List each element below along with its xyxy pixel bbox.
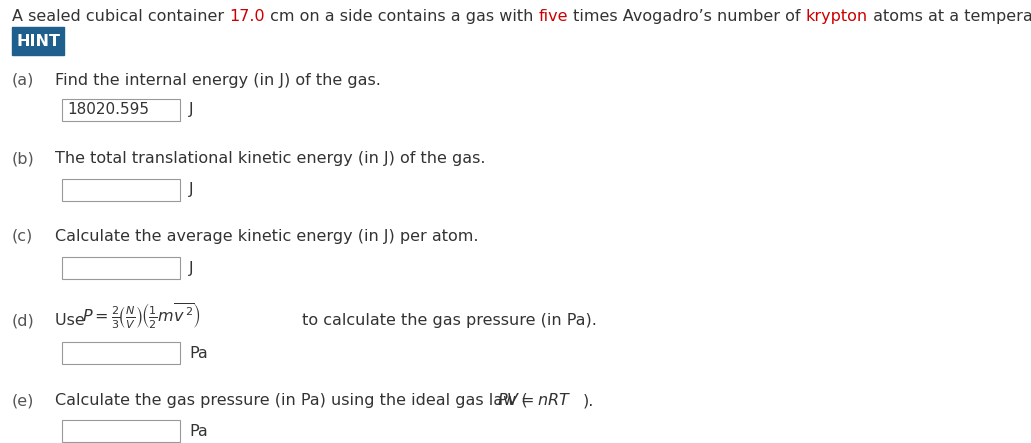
- FancyBboxPatch shape: [62, 420, 180, 442]
- Text: five: five: [538, 9, 568, 24]
- Text: HINT: HINT: [16, 34, 60, 48]
- Text: Find the internal energy (in J) of the gas.: Find the internal energy (in J) of the g…: [55, 73, 380, 88]
- Text: The total translational kinetic energy (in J) of the gas.: The total translational kinetic energy (…: [55, 151, 486, 166]
- FancyBboxPatch shape: [62, 99, 180, 121]
- Text: times Avogadro’s number of: times Avogadro’s number of: [568, 9, 805, 24]
- Text: to calculate the gas pressure (in Pa).: to calculate the gas pressure (in Pa).: [297, 313, 597, 328]
- FancyBboxPatch shape: [62, 257, 180, 279]
- Text: Calculate the gas pressure (in Pa) using the ideal gas law (: Calculate the gas pressure (in Pa) using…: [55, 393, 528, 408]
- Text: 17.0: 17.0: [229, 9, 265, 24]
- Text: $P = \frac{2}{3}\!\left(\frac{N}{V}\right)\!\left(\frac{1}{2}m\overline{v^{\,2}}: $P = \frac{2}{3}\!\left(\frac{N}{V}\righ…: [82, 302, 201, 331]
- Text: Pa: Pa: [189, 424, 208, 439]
- Text: (e): (e): [12, 393, 34, 408]
- Text: (b): (b): [12, 151, 35, 166]
- Text: J: J: [189, 102, 194, 117]
- Text: Use: Use: [55, 313, 90, 328]
- Text: Pa: Pa: [189, 346, 208, 361]
- FancyBboxPatch shape: [62, 179, 180, 201]
- Text: atoms at a temperature of: atoms at a temperature of: [868, 9, 1031, 24]
- Text: J: J: [189, 183, 194, 198]
- Text: (a): (a): [12, 73, 34, 88]
- Text: 18020.595: 18020.595: [67, 102, 149, 117]
- Text: J: J: [189, 260, 194, 276]
- Text: krypton: krypton: [805, 9, 868, 24]
- FancyBboxPatch shape: [12, 27, 64, 55]
- Text: cm on a side contains a gas with: cm on a side contains a gas with: [265, 9, 538, 24]
- Text: (d): (d): [12, 313, 35, 328]
- Text: A sealed cubical container: A sealed cubical container: [12, 9, 229, 24]
- Text: (c): (c): [12, 229, 33, 244]
- Text: Calculate the average kinetic energy (in J) per atom.: Calculate the average kinetic energy (in…: [55, 229, 478, 244]
- Text: ).: ).: [583, 393, 595, 408]
- FancyBboxPatch shape: [62, 342, 180, 364]
- Text: $PV = nRT$: $PV = nRT$: [497, 392, 571, 408]
